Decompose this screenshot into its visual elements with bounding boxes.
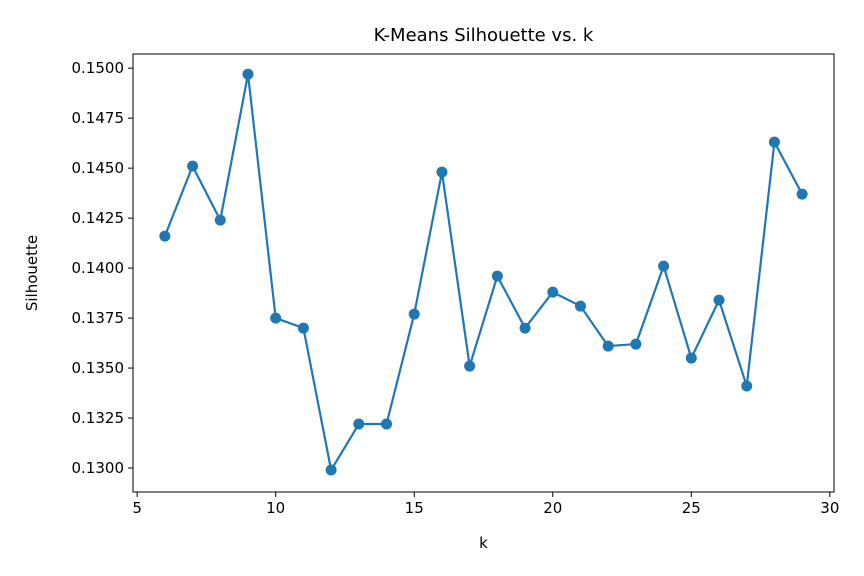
data-point: [796, 188, 808, 200]
data-point: [602, 340, 614, 352]
data-point: [436, 166, 448, 178]
data-point: [713, 294, 725, 306]
data-point: [187, 160, 199, 172]
x-tick-label: 10: [266, 499, 285, 517]
data-point: [214, 214, 226, 226]
series-line: [163, 73, 804, 472]
data-point: [381, 418, 393, 430]
y-tick-label: 0.1450: [72, 159, 125, 177]
data-point: [270, 312, 282, 324]
data-point: [464, 360, 476, 372]
y-tick-label: 0.1325: [72, 409, 125, 427]
y-tick-label: 0.1300: [72, 459, 125, 477]
data-point: [297, 322, 309, 334]
x-tick-label: 25: [682, 499, 701, 517]
y-tick-label: 0.1400: [72, 259, 125, 277]
data-point: [741, 380, 753, 392]
x-tick-label: 30: [820, 499, 839, 517]
data-point: [768, 136, 780, 148]
data-point: [630, 338, 642, 350]
y-tick-label: 0.1425: [72, 209, 125, 227]
data-point: [242, 68, 254, 80]
data-point: [408, 308, 420, 320]
data-point: [685, 352, 697, 364]
axis-ticks: 5 10 15 20 25 30 0.1300 0.1325 0.1350 0.1375 0.140…: [72, 59, 840, 517]
data-point: [658, 260, 670, 272]
plot-area: [159, 68, 808, 476]
x-tick-label: 5: [132, 499, 142, 517]
chart-title: K-Means Silhouette vs. k: [374, 25, 594, 46]
data-point: [519, 322, 531, 334]
y-tick-label: 0.1350: [72, 359, 125, 377]
data-point: [159, 230, 171, 242]
y-tick-label: 0.1375: [72, 309, 125, 327]
y-tick-label: 0.1500: [72, 59, 125, 77]
y-axis-label: Silhouette: [23, 235, 41, 311]
x-tick-label: 20: [543, 499, 562, 517]
data-point: [574, 300, 586, 312]
axes-frame: [132, 53, 835, 493]
data-point: [491, 270, 503, 282]
x-axis-label: k: [479, 534, 488, 552]
data-point: [547, 286, 559, 298]
data-point: [353, 418, 365, 430]
y-tick-label: 0.1475: [72, 109, 125, 127]
data-point: [325, 464, 337, 476]
x-tick-label: 15: [405, 499, 424, 517]
